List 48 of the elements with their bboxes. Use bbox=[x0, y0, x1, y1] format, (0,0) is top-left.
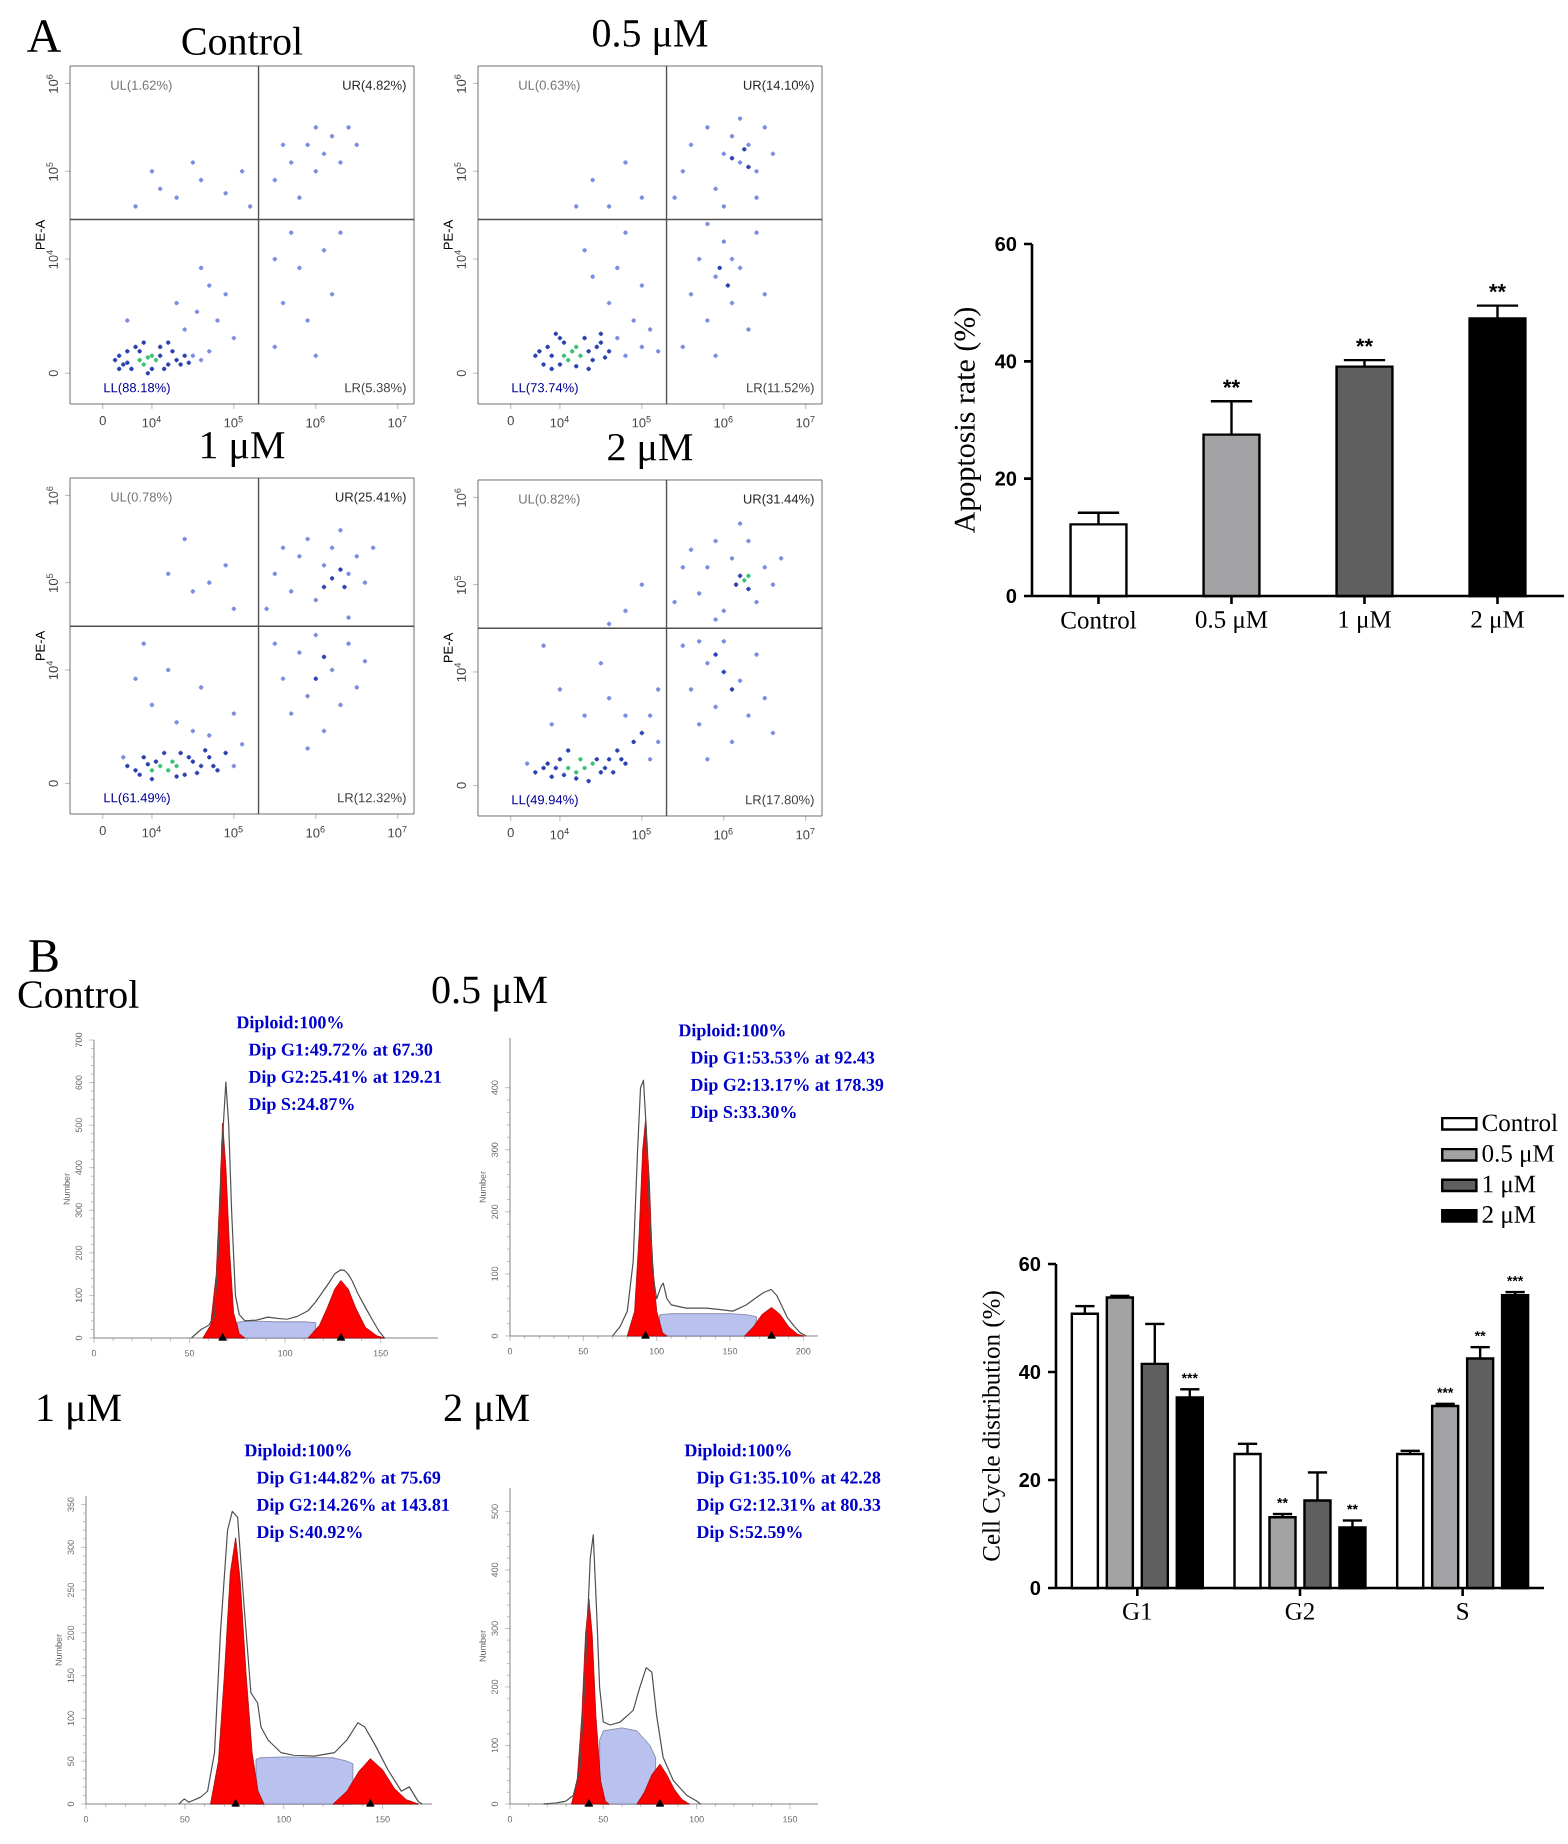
legend-label: 0.5 μM bbox=[1482, 1145, 1554, 1167]
annotation: Dip G2:14.26% at 143.81 bbox=[256, 1498, 449, 1515]
y-tick-label: 0 bbox=[1030, 1580, 1041, 1596]
annotation: Dip S:33.30% bbox=[690, 1105, 796, 1122]
annotation: Dip G2:13.17% at 178.39 bbox=[690, 1078, 884, 1095]
text: Dip G1:35.10% at 42.28 bbox=[696, 1471, 881, 1488]
x-tick-label: 0.5 μM bbox=[1195, 611, 1268, 634]
annotation: Dip S:24.87% bbox=[248, 1097, 354, 1114]
x-tick-label: 2 μM bbox=[1471, 611, 1524, 633]
annotation: Diploid:100% bbox=[678, 1023, 785, 1041]
chart-title: 0.5 μM bbox=[593, 19, 708, 55]
chart-title: 1 μM bbox=[38, 1394, 121, 1430]
data-label: ** bbox=[1488, 284, 1507, 293]
chart-title: Control bbox=[182, 26, 303, 55]
y-tick-label: 40 bbox=[994, 354, 1017, 369]
text: B bbox=[29, 940, 58, 972]
x-tick-label: G2 bbox=[1285, 1603, 1314, 1620]
x-tick-label: Control bbox=[1061, 611, 1137, 629]
chart-title: Control bbox=[18, 979, 139, 1009]
data-label: ** bbox=[1222, 379, 1241, 388]
legend-label: Control bbox=[1482, 1113, 1558, 1132]
y-axis-title: Cell Cycle distribution (%) bbox=[982, 1291, 1005, 1561]
y-tick-label: 60 bbox=[1019, 1256, 1041, 1272]
text: Diploid:100% bbox=[236, 1015, 343, 1033]
annotation: Dip G2:25.41% at 129.21 bbox=[248, 1070, 441, 1087]
text: Diploid:100% bbox=[244, 1443, 351, 1461]
x-tick-label: 1 μM bbox=[1339, 611, 1391, 633]
y-tick-label: 60 bbox=[995, 236, 1017, 252]
annotation: Dip S:40.92% bbox=[256, 1525, 362, 1542]
y-tick-label: 20 bbox=[995, 471, 1017, 486]
annotation: Dip G1:53.53% at 92.43 bbox=[690, 1051, 875, 1068]
chart-title: 2 μM bbox=[444, 1394, 529, 1430]
y-tick-label: 40 bbox=[1018, 1364, 1041, 1380]
text: Diploid:100% bbox=[684, 1443, 791, 1461]
data-label: ** bbox=[1355, 338, 1374, 347]
annotation: Dip S:52.59% bbox=[696, 1525, 802, 1542]
chart-title: 0.5 μM bbox=[432, 976, 547, 1012]
x-tick-label: G1 bbox=[1123, 1603, 1152, 1620]
x-tick-label: S bbox=[1457, 1603, 1469, 1620]
text: A bbox=[27, 20, 61, 52]
annotation: Dip G1:49.72% at 67.30 bbox=[248, 1043, 433, 1060]
text: Dip G1:44.82% at 75.69 bbox=[256, 1471, 441, 1488]
y-tick-label: 0 bbox=[1006, 588, 1017, 604]
annotation: Dip G2:12.31% at 80.33 bbox=[696, 1498, 881, 1515]
y-axis-title: Apoptosis rate (%) bbox=[953, 308, 981, 534]
legend-label: 1 μM bbox=[1483, 1175, 1536, 1198]
legend-label: 2 μM bbox=[1482, 1206, 1536, 1229]
y-tick-label: 20 bbox=[1019, 1472, 1041, 1488]
